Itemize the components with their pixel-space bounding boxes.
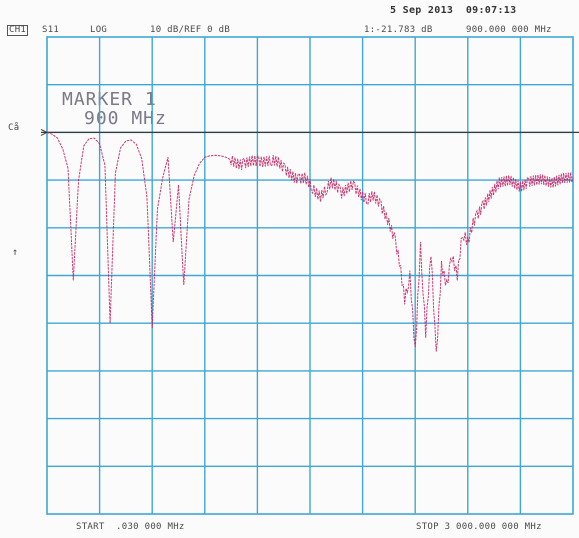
marker-frequency-readout: 900.000 000 MHz [466,25,552,35]
date-time-readout: 5 Sep 2013 09:07:13 [390,5,517,16]
scale-reference: 10 dB/REF 0 dB [150,25,231,35]
channel-indicator: CH1 [7,25,29,36]
measurement-parameter: S11 [42,25,60,35]
marker-annotation-frequency: 900 MHz [84,108,167,129]
stop-frequency: STOP 3 000.000 000 MHz [416,522,542,532]
marker-value-readout: 1:-21.783 dB [364,25,433,35]
reference-arrow-icon: ↑ [12,247,19,258]
calibration-indicator: Cå [8,123,20,133]
marker-annotation: MARKER 1 900 MHz [62,90,167,128]
data-trace-s11 [46,131,574,352]
marker-annotation-title: MARKER 1 [62,89,157,110]
display-format: LOG [90,25,108,35]
start-frequency: START .030 000 MHz [76,522,185,532]
